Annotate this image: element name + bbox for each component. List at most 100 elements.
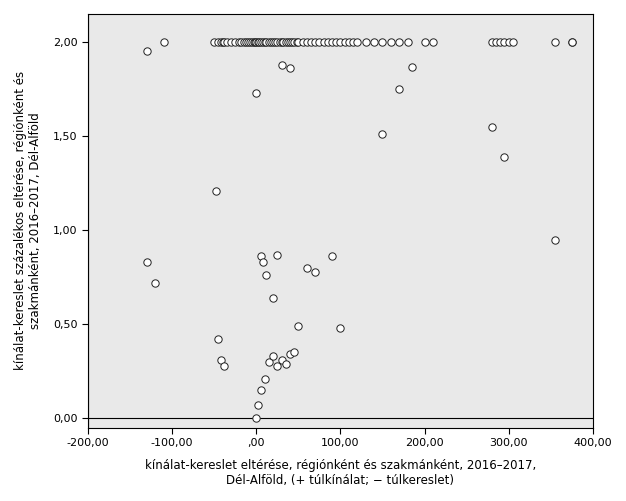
Point (267, 38, 277, 46)
Point (251, 89, 261, 97)
Point (369, 38, 379, 46)
Point (495, 38, 505, 46)
Point (245, 38, 255, 46)
Point (294, 322, 304, 330)
Point (253, 38, 263, 46)
Point (142, 258, 152, 266)
Point (268, 38, 278, 46)
Point (348, 38, 358, 46)
Point (226, 38, 236, 46)
Point (361, 38, 371, 46)
Point (500, 38, 510, 46)
Point (219, 38, 229, 46)
Point (352, 38, 362, 46)
Point (211, 187, 221, 195)
Point (150, 279, 160, 287)
Point (277, 38, 287, 46)
Point (142, 48, 152, 56)
Point (272, 362, 282, 370)
Point (386, 38, 396, 46)
Point (310, 38, 320, 46)
Point (394, 85, 404, 93)
Point (327, 38, 337, 46)
Point (239, 38, 249, 46)
Point (297, 38, 307, 46)
Point (500, 153, 510, 161)
Point (236, 38, 246, 46)
Point (255, 253, 265, 261)
Point (264, 38, 274, 46)
Point (275, 38, 285, 46)
Point (491, 38, 501, 46)
Point (222, 38, 232, 46)
Point (268, 352, 278, 360)
Point (302, 264, 312, 272)
Point (319, 38, 329, 46)
Point (280, 38, 290, 46)
Point (487, 123, 497, 131)
Point (403, 38, 413, 46)
Point (251, 414, 261, 422)
Point (419, 38, 429, 46)
Point (314, 38, 324, 46)
Point (289, 38, 299, 46)
Point (285, 65, 295, 73)
Point (567, 38, 577, 46)
Point (327, 253, 337, 261)
Point (213, 335, 223, 343)
Point (278, 38, 288, 46)
Point (277, 356, 287, 364)
Point (292, 38, 302, 46)
Point (250, 38, 260, 46)
Point (235, 38, 245, 46)
Point (287, 38, 297, 46)
Point (340, 38, 350, 46)
Point (306, 38, 316, 46)
Point (289, 348, 299, 356)
Point (216, 38, 226, 46)
Point (219, 362, 229, 370)
Point (377, 130, 387, 138)
Point (159, 38, 169, 46)
Point (216, 356, 226, 364)
Point (285, 38, 295, 46)
Y-axis label: kínálat-kereslet százalékos eltérése, régiónként és
szakmánként, 2016–2017, Dél-: kínálat-kereslet százalékos eltérése, ré… (14, 71, 42, 370)
Point (247, 38, 257, 46)
Point (243, 38, 253, 46)
Point (428, 38, 438, 46)
Point (508, 38, 518, 46)
Point (310, 268, 320, 276)
Point (270, 38, 280, 46)
Point (218, 38, 228, 46)
Point (550, 235, 560, 243)
Point (407, 63, 417, 71)
Point (285, 350, 295, 358)
Point (344, 38, 354, 46)
Point (550, 38, 560, 46)
Point (336, 38, 346, 46)
Point (260, 375, 270, 383)
Point (262, 38, 272, 46)
Point (283, 38, 293, 46)
Point (323, 38, 333, 46)
Point (272, 38, 282, 46)
Point (277, 61, 287, 69)
Point (260, 38, 270, 46)
Point (213, 38, 223, 46)
Point (253, 401, 263, 409)
Point (258, 38, 268, 46)
Point (377, 38, 387, 46)
Point (272, 250, 282, 259)
X-axis label: kínálat-kereslet eltérése, régiónként és szakmánként, 2016–2017,
Dél-Alföld, (+ : kínálat-kereslet eltérése, régiónként és… (145, 459, 536, 487)
Point (209, 38, 219, 46)
Point (251, 38, 261, 46)
Point (302, 38, 312, 46)
Point (331, 38, 341, 46)
Point (254, 38, 264, 46)
Point (241, 38, 251, 46)
Point (567, 38, 577, 46)
Point (280, 360, 290, 368)
Point (264, 358, 274, 366)
Point (255, 38, 265, 46)
Point (255, 386, 265, 394)
